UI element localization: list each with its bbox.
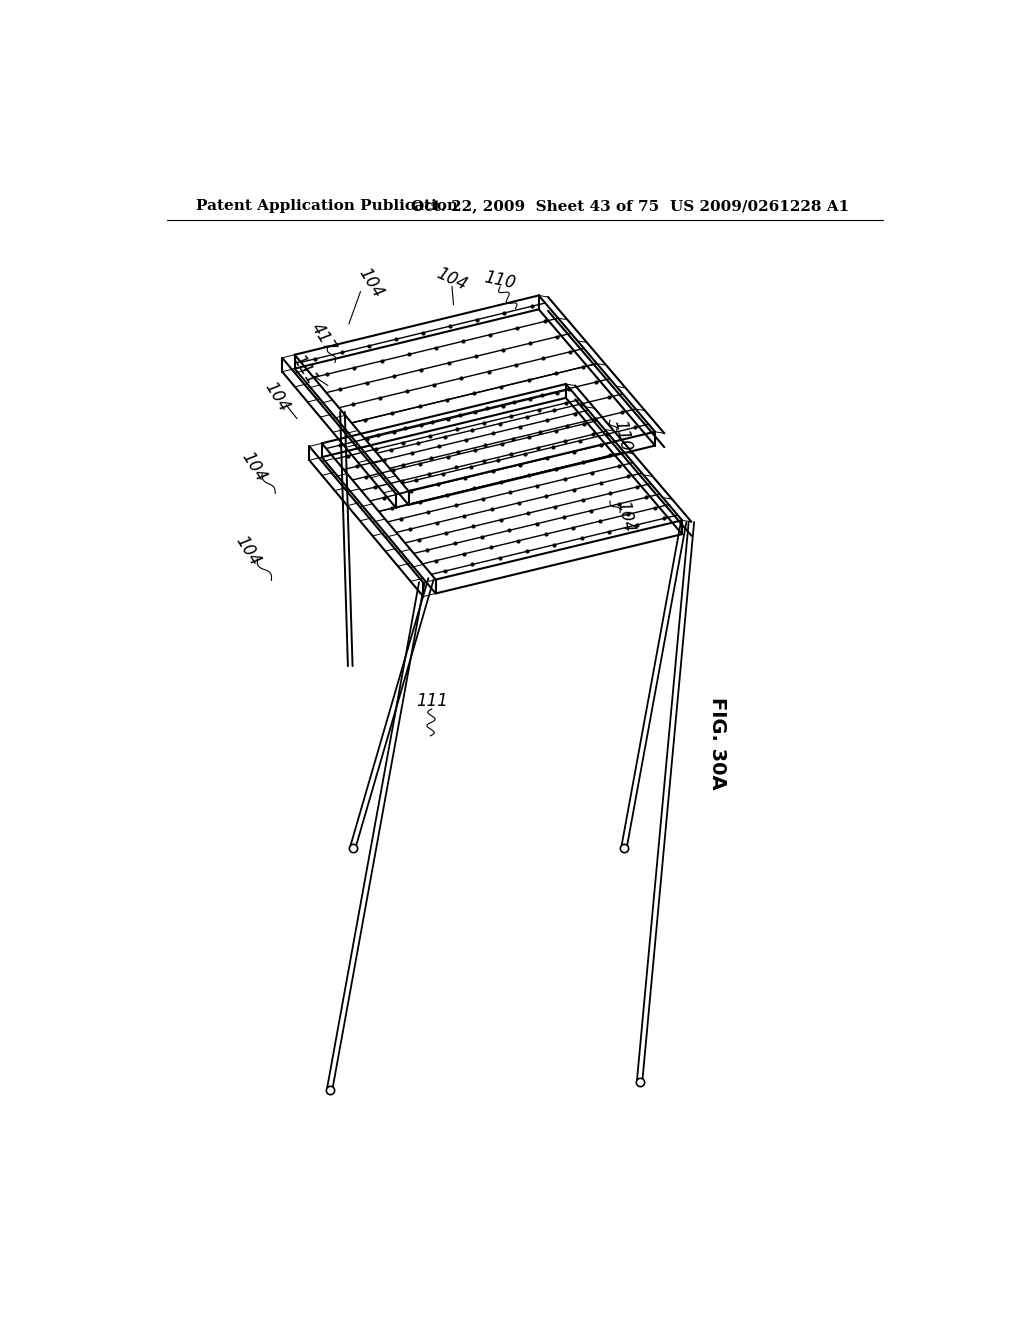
Text: 104: 104 [232,533,264,569]
Text: 111: 111 [416,692,447,710]
Text: 104: 104 [354,265,387,301]
Text: US 2009/0261228 A1: US 2009/0261228 A1 [671,199,850,213]
Text: 104: 104 [238,447,269,484]
Text: 110: 110 [610,418,635,453]
Text: 417: 417 [307,319,339,356]
Text: 111: 111 [289,352,321,388]
Text: Oct. 22, 2009  Sheet 43 of 75: Oct. 22, 2009 Sheet 43 of 75 [411,199,659,213]
Text: 104: 104 [434,264,470,294]
Text: Patent Application Publication: Patent Application Publication [197,199,458,213]
Text: 110: 110 [482,268,517,292]
Text: 104: 104 [261,379,293,416]
Text: FIG. 30A: FIG. 30A [708,697,726,789]
Text: 104: 104 [613,499,638,533]
